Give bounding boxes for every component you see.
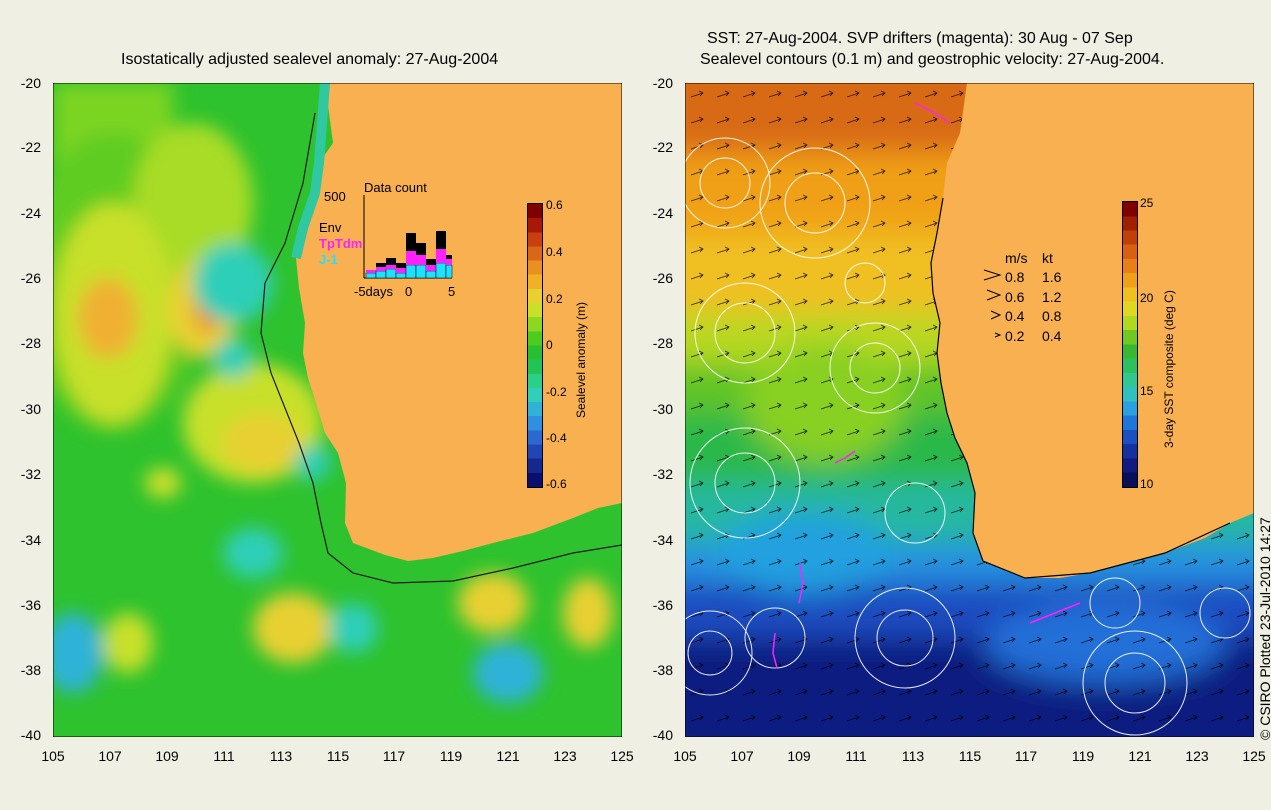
right-y-tick: -30 [652, 401, 673, 417]
right-x-tick: 119 [1071, 748, 1095, 764]
right-y-tick: -38 [652, 662, 673, 678]
left-x-tick: 125 [610, 748, 634, 764]
copyright-text: © CSIRO Plotted 23-Jul-2010 14:27 [1257, 517, 1271, 740]
svp-drifter-tracks [772, 102, 1081, 669]
left-x-tick: 123 [553, 748, 577, 764]
left-y-tick: -24 [20, 205, 41, 221]
right-colorbar-label: 3-day SST composite (deg C) [1162, 290, 1176, 448]
right-x-tick: 105 [673, 748, 697, 764]
inset-series-env: Env [319, 220, 342, 235]
left-x-tick: 109 [155, 748, 179, 764]
left-isobath-line [260, 112, 622, 584]
left-colorbar-tick: 0 [546, 338, 553, 352]
right-x-tick: 115 [958, 748, 982, 764]
left-colorbar-tick: -0.6 [546, 477, 567, 491]
right-x-tick: 111 [845, 748, 867, 764]
velocity-legend-header-kt: kt [1042, 250, 1053, 266]
velocity-legend-kt: 1.2 [1042, 289, 1062, 305]
velocity-legend-header-ms: m/s [1005, 250, 1028, 266]
left-y-tick: -22 [20, 139, 41, 155]
left-x-tick: 105 [41, 748, 65, 764]
left-colorbar-tick: 0.4 [546, 245, 563, 259]
left-y-tick: -26 [20, 270, 41, 286]
right-y-tick: -26 [652, 270, 673, 286]
right-y-tick: -40 [652, 727, 673, 743]
right-map-title-line1: SST: 27-Aug-2004. SVP drifters (magenta)… [707, 30, 1133, 47]
left-y-tick: -38 [20, 662, 41, 678]
inset-x-label-end: 5 [448, 284, 456, 299]
left-x-tick: 119 [439, 748, 463, 764]
velocity-legend-kt: 0.4 [1042, 328, 1062, 344]
left-x-tick: 115 [326, 748, 350, 764]
sealevel-contours [685, 137, 1251, 736]
inset-title: Data count [364, 180, 427, 195]
left-y-tick: -20 [20, 75, 41, 91]
left-y-tick: -32 [20, 466, 41, 482]
right-map-title-line2: Sealevel contours (0.1 m) and geostrophi… [700, 51, 1165, 68]
inset-series-tptdm: TpTdm [319, 236, 363, 251]
left-colorbar-label: Sealevel anomaly (m) [574, 301, 588, 418]
inset-y-max: 500 [324, 189, 346, 204]
right-x-tick: 121 [1128, 748, 1152, 764]
velocity-legend-ms: 0.6 [1005, 289, 1025, 305]
left-y-tick: -36 [20, 597, 41, 613]
left-map-title: Isostatically adjusted sealevel anomaly:… [121, 51, 499, 68]
right-australia-land [931, 83, 1254, 578]
velocity-legend-ms: 0.8 [1005, 269, 1025, 285]
left-x-tick: 111 [213, 748, 235, 764]
right-colorbar-tick: 15 [1140, 384, 1154, 398]
left-x-tick: 107 [98, 748, 122, 764]
left-y-tick: -40 [20, 727, 41, 743]
inset-bar-plot [363, 195, 453, 279]
left-y-tick: -34 [20, 532, 41, 548]
right-colorbar-scale [1122, 201, 1138, 488]
inset-x-label-start: -5days [354, 284, 394, 299]
left-colorbar-tick: 0.6 [546, 198, 563, 212]
inset-series-j1: J-1 [319, 252, 338, 267]
right-y-tick: -34 [652, 532, 673, 548]
left-x-tick: 117 [382, 748, 406, 764]
right-colorbar-tick: 20 [1140, 291, 1154, 305]
left-colorbar-tick: -0.4 [546, 431, 567, 445]
right-x-tick: 107 [730, 748, 754, 764]
left-y-tick: -28 [20, 335, 41, 351]
right-y-tick: -28 [652, 335, 673, 351]
inset-x-label-zero: 0 [405, 284, 413, 299]
right-y-tick: -32 [652, 466, 673, 482]
right-x-tick: 109 [787, 748, 811, 764]
velocity-legend-arrows [983, 269, 1002, 338]
velocity-legend-ms: 0.2 [1005, 328, 1025, 344]
right-x-tick: 125 [1242, 748, 1266, 764]
right-y-tick: -36 [652, 597, 673, 613]
right-colorbar-tick: 25 [1140, 196, 1154, 210]
left-x-tick: 121 [496, 748, 520, 764]
velocity-legend-kt: 0.8 [1042, 308, 1062, 324]
right-y-tick: -24 [652, 205, 673, 221]
left-x-tick: 113 [269, 748, 293, 764]
left-y-tick: -30 [20, 401, 41, 417]
left-colorbar-scale [527, 203, 543, 488]
velocity-legend-ms: 0.4 [1005, 308, 1025, 324]
right-x-tick: 123 [1185, 748, 1209, 764]
right-x-tick: 113 [901, 748, 925, 764]
velocity-legend-kt: 1.6 [1042, 269, 1062, 285]
left-colorbar-tick: 0.2 [546, 292, 563, 306]
right-y-tick: -20 [652, 75, 673, 91]
right-y-tick: -22 [652, 139, 673, 155]
right-x-tick: 117 [1014, 748, 1038, 764]
right-map [685, 83, 1254, 737]
right-colorbar-tick: 10 [1140, 477, 1154, 491]
left-colorbar-tick: -0.2 [546, 385, 567, 399]
